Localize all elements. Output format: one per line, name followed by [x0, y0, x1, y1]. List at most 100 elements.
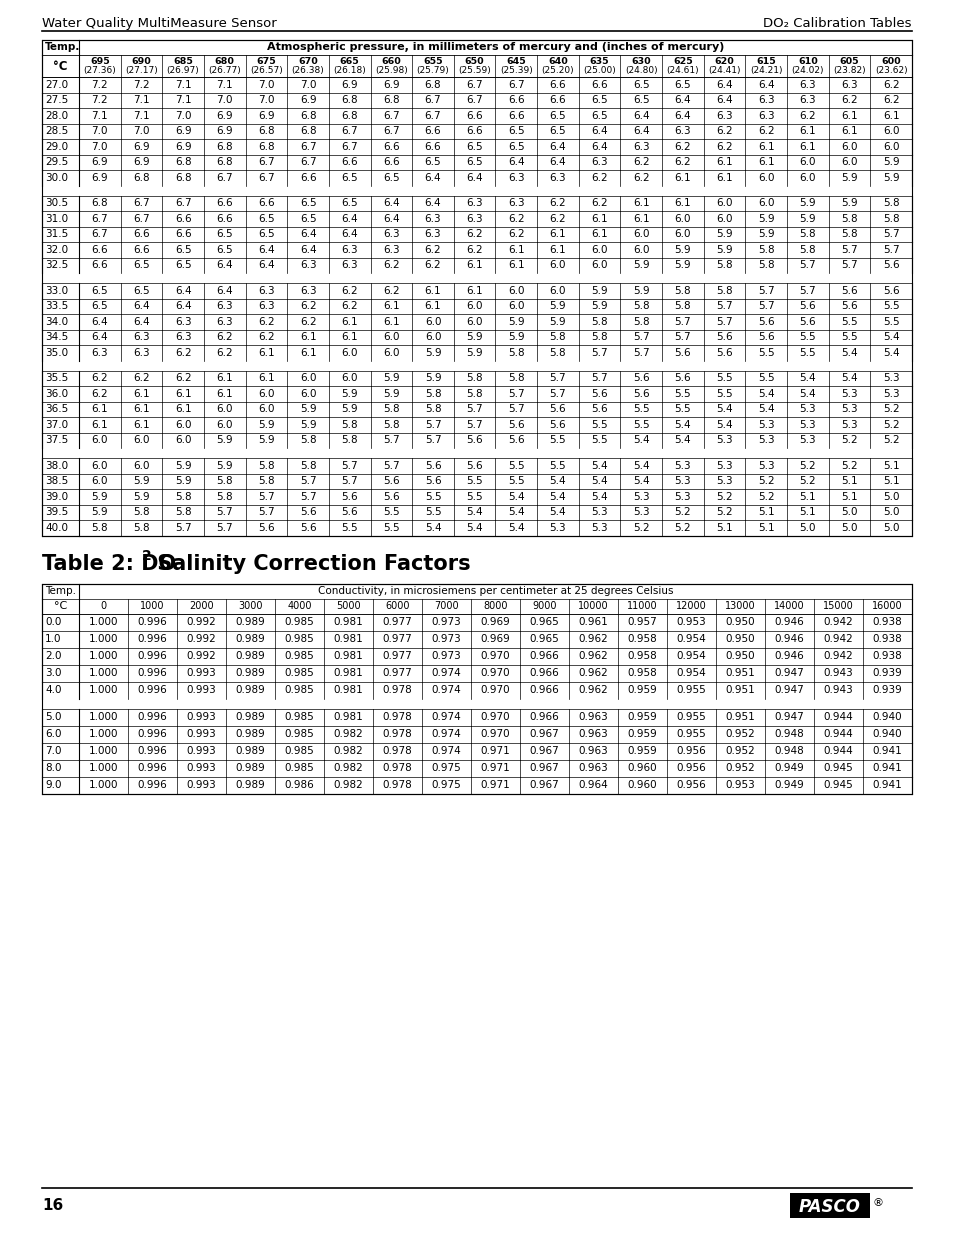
Text: 5.7: 5.7: [424, 420, 441, 430]
Text: 6.7: 6.7: [91, 230, 108, 240]
Text: 5.8: 5.8: [549, 348, 566, 358]
Text: 6.7: 6.7: [508, 80, 524, 90]
Text: 0.971: 0.971: [480, 746, 510, 756]
Text: 7.0: 7.0: [258, 95, 274, 105]
Text: 6.7: 6.7: [466, 80, 482, 90]
Text: 0.949: 0.949: [774, 763, 803, 773]
Text: 8.0: 8.0: [45, 763, 61, 773]
Text: 5.9: 5.9: [299, 404, 316, 414]
Text: 6.6: 6.6: [216, 199, 233, 209]
Text: 5.3: 5.3: [757, 461, 774, 471]
Text: 5.8: 5.8: [133, 522, 150, 532]
Text: 5.8: 5.8: [882, 214, 899, 224]
Text: (24.41): (24.41): [707, 67, 740, 75]
Text: 6.6: 6.6: [133, 245, 150, 254]
Text: (24.02): (24.02): [791, 67, 823, 75]
Text: 6.1: 6.1: [466, 285, 482, 295]
Text: 1.000: 1.000: [89, 634, 118, 643]
Text: 6.3: 6.3: [591, 157, 607, 167]
Text: 0.989: 0.989: [235, 729, 265, 739]
Text: 5.4: 5.4: [591, 492, 607, 501]
Text: 6.6: 6.6: [549, 95, 566, 105]
Text: 0.989: 0.989: [235, 618, 265, 627]
Text: 5.4: 5.4: [549, 477, 566, 487]
Text: ®: ®: [872, 1198, 883, 1208]
Text: 5.8: 5.8: [632, 316, 649, 327]
Text: 0.978: 0.978: [382, 685, 412, 695]
Text: 6.8: 6.8: [174, 157, 192, 167]
Text: 5.2: 5.2: [882, 435, 899, 446]
Text: 0.950: 0.950: [725, 618, 755, 627]
Text: 6.0: 6.0: [841, 142, 857, 152]
Text: 6.1: 6.1: [674, 199, 691, 209]
Text: (26.57): (26.57): [250, 67, 282, 75]
Text: 610: 610: [797, 57, 817, 65]
Text: 5.2: 5.2: [757, 492, 774, 501]
Text: 9.0: 9.0: [45, 781, 61, 790]
Text: 0.992: 0.992: [187, 618, 216, 627]
Text: 6.9: 6.9: [91, 173, 108, 183]
Text: 6.4: 6.4: [591, 126, 607, 136]
Text: 5.7: 5.7: [799, 285, 816, 295]
Text: 6.9: 6.9: [133, 142, 150, 152]
Text: 5.9: 5.9: [632, 261, 649, 270]
Text: 5.5: 5.5: [799, 348, 816, 358]
Text: 5.5: 5.5: [549, 461, 566, 471]
Text: 5.2: 5.2: [799, 461, 816, 471]
Text: 605: 605: [839, 57, 859, 65]
Text: 6.5: 6.5: [299, 199, 316, 209]
Text: 5.3: 5.3: [591, 522, 607, 532]
Text: 6.3: 6.3: [91, 348, 108, 358]
Text: 6.0: 6.0: [341, 348, 357, 358]
Text: 5.5: 5.5: [716, 389, 732, 399]
Text: 6.4: 6.4: [424, 173, 441, 183]
Text: 5.9: 5.9: [757, 230, 774, 240]
Text: 6.2: 6.2: [174, 373, 192, 383]
Text: 5.6: 5.6: [799, 316, 816, 327]
Text: 5.5: 5.5: [757, 373, 774, 383]
Text: 1.000: 1.000: [89, 781, 118, 790]
Text: 6.0: 6.0: [882, 126, 899, 136]
Text: 6.7: 6.7: [424, 111, 441, 121]
Text: 6.2: 6.2: [383, 261, 399, 270]
Text: 0.985: 0.985: [284, 713, 314, 722]
Text: 0.942: 0.942: [822, 618, 853, 627]
Text: 6.0: 6.0: [174, 435, 192, 446]
Text: 6.9: 6.9: [216, 126, 233, 136]
Text: 7.1: 7.1: [174, 95, 192, 105]
Text: 5.6: 5.6: [549, 404, 566, 414]
Text: 0.944: 0.944: [822, 746, 853, 756]
Text: 0.959: 0.959: [627, 746, 657, 756]
Text: 6.9: 6.9: [341, 80, 357, 90]
Text: 5.8: 5.8: [258, 477, 274, 487]
Text: 0.950: 0.950: [725, 651, 755, 661]
Text: 0.974: 0.974: [431, 685, 461, 695]
Text: 5.6: 5.6: [466, 435, 482, 446]
Text: 6.5: 6.5: [424, 157, 441, 167]
Text: 6.7: 6.7: [299, 157, 316, 167]
Text: 5.8: 5.8: [716, 261, 732, 270]
Text: 0.989: 0.989: [235, 685, 265, 695]
Text: 5.5: 5.5: [757, 348, 774, 358]
Text: 0.996: 0.996: [137, 618, 167, 627]
Text: 0.992: 0.992: [187, 651, 216, 661]
Text: 27.5: 27.5: [45, 95, 69, 105]
Text: 6.5: 6.5: [174, 245, 192, 254]
Text: 6.3: 6.3: [299, 285, 316, 295]
Text: 0.985: 0.985: [284, 729, 314, 739]
Text: 0.951: 0.951: [725, 713, 755, 722]
Text: 6.1: 6.1: [133, 404, 150, 414]
Text: 11000: 11000: [626, 601, 658, 611]
Text: 6.8: 6.8: [133, 173, 150, 183]
Text: 6.8: 6.8: [258, 126, 274, 136]
Text: 5.5: 5.5: [841, 316, 857, 327]
Text: 5.6: 5.6: [549, 420, 566, 430]
Text: 1.000: 1.000: [89, 668, 118, 678]
Text: 0.974: 0.974: [431, 668, 461, 678]
Text: 6.9: 6.9: [174, 142, 192, 152]
Text: 6.6: 6.6: [466, 126, 482, 136]
Text: 5.9: 5.9: [383, 373, 399, 383]
Text: 5.7: 5.7: [341, 461, 357, 471]
Text: 6.5: 6.5: [632, 95, 649, 105]
Text: 6.1: 6.1: [133, 389, 150, 399]
